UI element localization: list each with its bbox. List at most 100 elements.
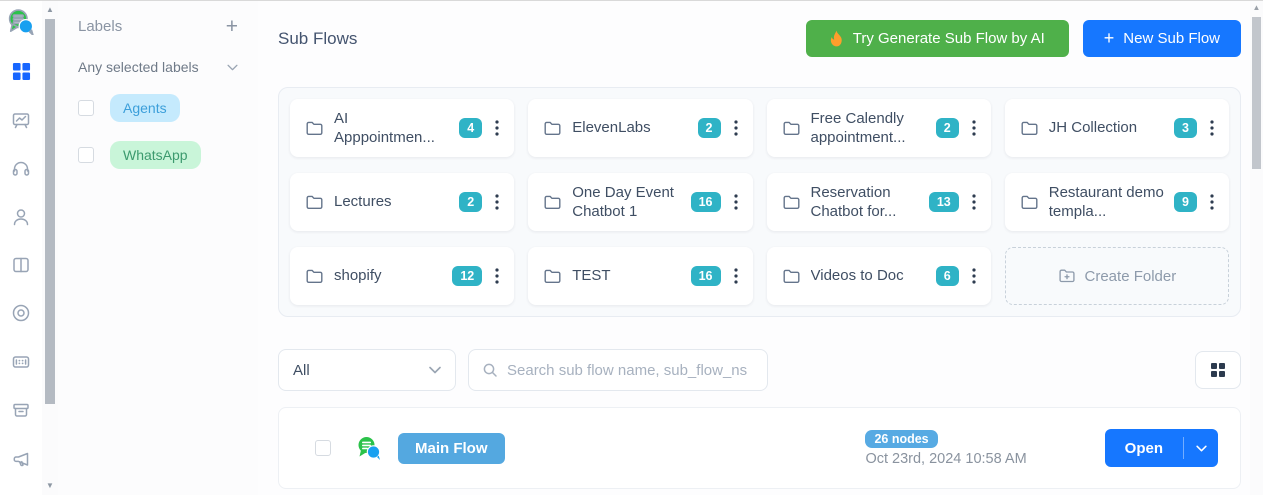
folder-menu-button[interactable]	[492, 118, 502, 138]
grid-view-toggle-button[interactable]	[1195, 351, 1241, 389]
folder-name: One Day Event Chatbot 1	[572, 183, 674, 221]
label-row: Agents	[78, 94, 238, 122]
folder-name: Reservation Chatbot for...	[810, 183, 897, 221]
scroll-up-arrow[interactable]: ▲	[1252, 3, 1261, 12]
nav-contacts-icon[interactable]	[8, 204, 34, 228]
folder-count-badge: 9	[1174, 192, 1197, 212]
folder-menu-button[interactable]	[731, 118, 741, 138]
folder-icon	[783, 121, 799, 135]
folder-card[interactable]: Lectures 2	[290, 173, 515, 231]
nav-broadcast-board-icon[interactable]	[8, 107, 34, 131]
search-input[interactable]	[507, 361, 754, 379]
folder-name: ElevenLabs	[572, 119, 651, 137]
folders-panel: AI Apppointmen... 4 ElevenLabs 2 Free Ca…	[278, 87, 1241, 317]
folder-icon	[306, 195, 323, 209]
folder-icon	[1021, 195, 1038, 209]
folder-count-badge: 13	[928, 192, 959, 212]
label-whatsapp-checkbox[interactable]	[78, 147, 94, 163]
app-logo-icon[interactable]	[8, 9, 34, 35]
nav-kanban-icon[interactable]	[8, 253, 34, 277]
label-row: WhatsApp	[78, 141, 238, 169]
folder-name: Free Calendly appointment...	[810, 109, 906, 147]
sidebar-scrollbar-thumb[interactable]	[45, 19, 55, 404]
label-pill-whatsapp[interactable]: WhatsApp	[110, 141, 201, 169]
folder-count-badge: 3	[1174, 118, 1197, 138]
flow-name-badge[interactable]: Main Flow	[398, 432, 505, 464]
folder-menu-button[interactable]	[1207, 118, 1217, 138]
new-subflow-label: New Sub Flow	[1123, 30, 1220, 47]
folder-menu-button[interactable]	[969, 192, 979, 212]
folder-card[interactable]: AI Apppointmen... 4	[290, 99, 515, 157]
create-folder-label: Create Folder	[1084, 267, 1177, 285]
flow-updated-timestamp: Oct 23rd, 2024 10:58 AM	[865, 450, 1027, 467]
flow-type-select-value: All	[293, 361, 310, 379]
folder-card[interactable]: Videos to Doc 6	[766, 247, 991, 305]
folder-menu-button[interactable]	[492, 192, 502, 212]
label-agents-checkbox[interactable]	[78, 100, 94, 116]
folder-count-badge: 12	[452, 266, 483, 286]
add-label-button[interactable]: +	[225, 15, 238, 38]
grid-view-icon	[1211, 363, 1225, 377]
folder-card[interactable]: Reservation Chatbot for... 13	[766, 173, 991, 231]
page-scrollbar[interactable]: ▲	[1250, 1, 1263, 495]
folder-icon	[783, 195, 799, 209]
open-flow-dropdown-button[interactable]	[1184, 429, 1218, 467]
labels-filter-value: Any selected labels	[78, 59, 199, 75]
folder-count-badge: 4	[459, 118, 483, 138]
folder-card[interactable]: Free Calendly appointment... 2	[766, 99, 991, 157]
search-box[interactable]	[468, 349, 768, 391]
generate-subflow-ai-label: Try Generate Sub Flow by AI	[852, 30, 1045, 47]
folder-name: Restaurant demo templa...	[1048, 183, 1164, 221]
page-scrollbar-thumb[interactable]	[1252, 17, 1261, 169]
folder-icon	[544, 195, 561, 209]
nav-megaphone-icon[interactable]	[8, 447, 34, 471]
folder-card[interactable]: One Day Event Chatbot 1 16	[528, 173, 753, 231]
folder-name: Lectures	[334, 193, 392, 211]
nav-dashboard-icon[interactable]	[8, 59, 34, 83]
scroll-up-arrow[interactable]: ▲	[46, 5, 54, 14]
flow-logo-icon	[357, 436, 381, 460]
flow-type-select[interactable]: All	[278, 349, 456, 391]
flow-row-main-flow: Main Flow 26 nodes Oct 23rd, 2024 10:58 …	[278, 407, 1241, 489]
flow-row-checkbox[interactable]	[315, 440, 331, 456]
nav-support-headset-icon[interactable]	[8, 156, 34, 180]
folder-icon	[306, 269, 323, 283]
open-flow-button[interactable]: Open	[1104, 429, 1218, 467]
create-folder-button[interactable]: Create Folder	[1004, 247, 1229, 305]
folder-menu-button[interactable]	[731, 266, 741, 286]
open-flow-label[interactable]: Open	[1124, 439, 1163, 457]
search-icon	[483, 363, 497, 377]
folder-menu-button[interactable]	[969, 266, 979, 286]
main-content: Sub Flows Try Generate Sub Flow by AI + …	[258, 1, 1263, 495]
folder-icon	[783, 269, 799, 283]
folder-menu-button[interactable]	[492, 266, 502, 286]
folder-menu-button[interactable]	[731, 192, 741, 212]
folder-menu-button[interactable]	[1207, 192, 1217, 212]
label-pill-agents[interactable]: Agents	[110, 94, 180, 122]
folder-count-badge: 2	[459, 192, 483, 212]
generate-subflow-ai-button[interactable]: Try Generate Sub Flow by AI	[805, 20, 1069, 57]
folder-plus-icon	[1058, 269, 1075, 283]
scroll-down-arrow[interactable]: ▼	[46, 481, 54, 490]
folder-menu-button[interactable]	[969, 118, 979, 138]
nav-help-ring-icon[interactable]	[8, 301, 34, 325]
chevron-down-icon	[429, 366, 441, 374]
folder-icon	[306, 121, 323, 135]
chevron-down-icon	[1195, 445, 1207, 451]
folder-card[interactable]: TEST 16	[528, 247, 753, 305]
sidebar-scrollbar[interactable]: ▲ ▼	[42, 1, 58, 495]
folder-card[interactable]: shopify 12	[290, 247, 515, 305]
nav-console-icon[interactable]	[8, 350, 34, 374]
folder-card[interactable]: Restaurant demo templa... 9	[1004, 173, 1229, 231]
nodes-count-badge: 26 nodes	[865, 429, 938, 448]
nav-archive-box-icon[interactable]	[8, 398, 34, 422]
folder-card[interactable]: JH Collection 3	[1004, 99, 1229, 157]
folder-card[interactable]: ElevenLabs 2	[528, 99, 753, 157]
folder-icon	[1021, 121, 1038, 135]
button-divider	[1183, 437, 1184, 459]
folder-count-badge: 16	[690, 192, 721, 212]
new-subflow-button[interactable]: + New Sub Flow	[1082, 20, 1241, 57]
folder-count-badge: 16	[690, 266, 721, 286]
labels-filter-dropdown[interactable]: Any selected labels	[78, 59, 238, 75]
folder-count-badge: 2	[697, 118, 721, 138]
